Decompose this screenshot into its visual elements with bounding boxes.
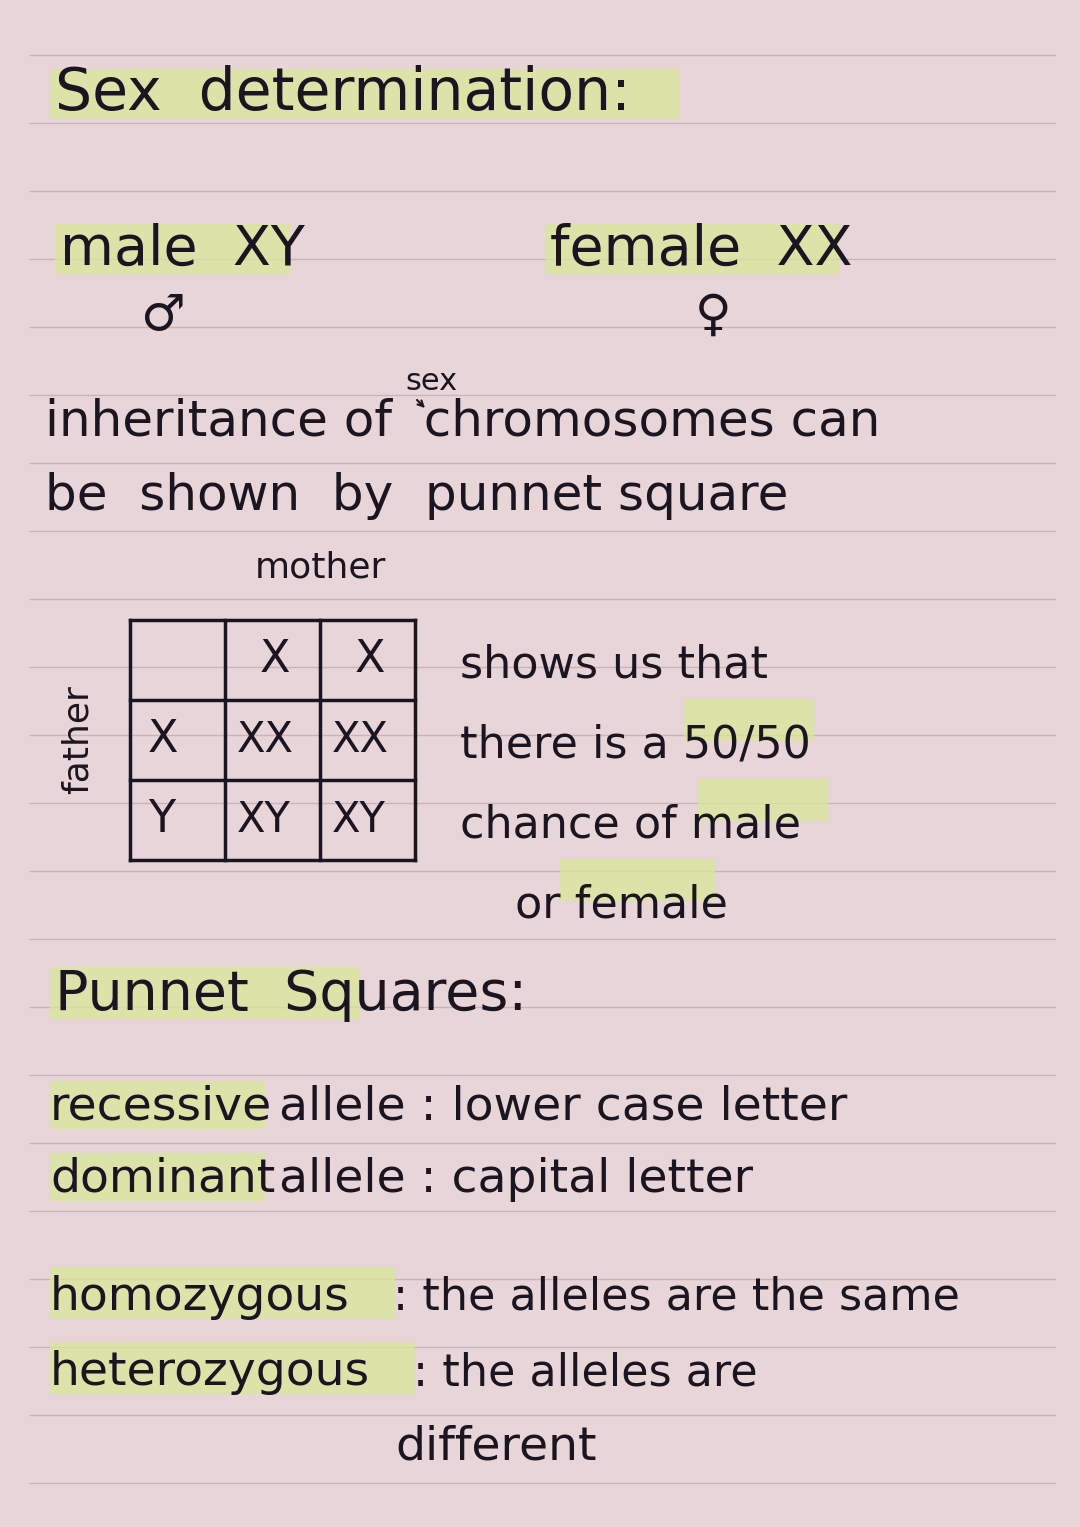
Text: ♂: ♂ — [140, 292, 185, 341]
Text: X: X — [260, 638, 291, 681]
Text: Punnet  Squares:: Punnet Squares: — [55, 968, 527, 1022]
Text: : the alleles are: : the alleles are — [413, 1351, 758, 1394]
FancyBboxPatch shape — [698, 779, 828, 822]
Text: mother: mother — [255, 551, 387, 585]
Text: ♀: ♀ — [696, 292, 731, 341]
FancyBboxPatch shape — [561, 860, 715, 901]
FancyBboxPatch shape — [50, 69, 680, 119]
Text: dominant: dominant — [50, 1157, 275, 1202]
Text: allele : capital letter: allele : capital letter — [264, 1157, 753, 1202]
Text: be  shown  by  punnet square: be shown by punnet square — [45, 472, 788, 521]
Text: homozygous: homozygous — [50, 1275, 350, 1319]
Text: different: different — [395, 1425, 596, 1471]
FancyBboxPatch shape — [50, 1153, 265, 1200]
Text: or female: or female — [515, 884, 728, 927]
Text: XX: XX — [237, 719, 294, 760]
FancyBboxPatch shape — [50, 1267, 395, 1319]
Text: XY: XY — [332, 799, 386, 841]
Text: inheritance of  chromosomes can: inheritance of chromosomes can — [45, 397, 880, 444]
FancyBboxPatch shape — [55, 224, 291, 273]
Text: male  XY: male XY — [60, 223, 305, 276]
Text: : the alleles are the same: : the alleles are the same — [393, 1277, 960, 1319]
FancyBboxPatch shape — [50, 968, 360, 1020]
Text: recessive: recessive — [50, 1086, 272, 1130]
FancyBboxPatch shape — [50, 1342, 415, 1394]
FancyBboxPatch shape — [684, 699, 814, 741]
Text: sex: sex — [405, 366, 457, 395]
Text: XX: XX — [332, 719, 389, 760]
Text: female  XX: female XX — [550, 223, 852, 276]
Text: X: X — [148, 718, 178, 760]
FancyBboxPatch shape — [545, 224, 840, 273]
Text: X: X — [355, 638, 386, 681]
Text: Sex  determination:: Sex determination: — [55, 66, 631, 122]
Text: chance of male: chance of male — [460, 803, 801, 846]
Text: father: father — [60, 686, 95, 794]
Text: allele : lower case letter: allele : lower case letter — [264, 1086, 848, 1130]
Text: there is a 50/50: there is a 50/50 — [460, 724, 811, 767]
Text: XY: XY — [237, 799, 291, 841]
Text: heterozygous: heterozygous — [50, 1350, 370, 1396]
Text: shows us that: shows us that — [460, 643, 768, 687]
FancyBboxPatch shape — [50, 1081, 265, 1128]
Text: Y: Y — [148, 799, 175, 841]
